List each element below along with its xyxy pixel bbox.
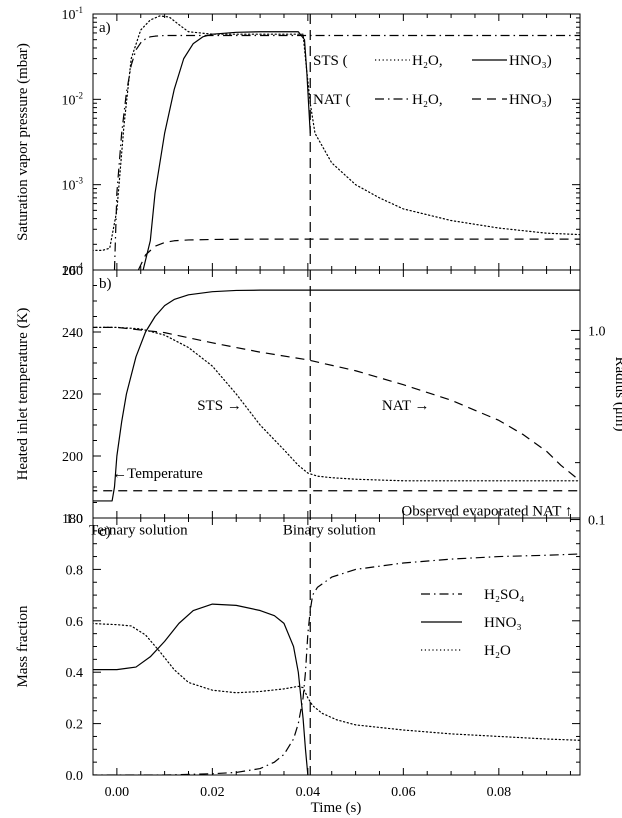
panel-2-series-temperature [93, 289, 580, 502]
annotation: ←Temperature [112, 466, 203, 482]
y-axis-label: Saturation vapor pressure (mbar) [15, 43, 31, 241]
y-right-tick-label: 0.1 [588, 514, 606, 529]
legend-entry-label: HNO₃ [484, 615, 522, 631]
x-tick-label: 0.00 [105, 785, 130, 800]
panel-label: c) [99, 524, 111, 540]
x-tick-label: 0.08 [487, 785, 512, 800]
x-tick-label: 0.02 [200, 785, 225, 800]
annotation: STS → [197, 398, 242, 414]
panel-1-series-dashdot [113, 34, 580, 271]
x-tick-label: 0.04 [296, 785, 321, 800]
panel-2-series-sts [93, 326, 580, 482]
legend-entry-label: H₂O, [412, 53, 443, 69]
legend-entry-label: HNO₃) [509, 53, 552, 69]
annotation: Binary solution [283, 523, 376, 539]
y-tick-label: 0.4 [66, 666, 84, 681]
y-tick-label: 180 [62, 512, 83, 527]
y-axis-label: Mass fraction [15, 605, 31, 688]
y-tick-label: 240 [62, 326, 83, 341]
y-tick-label: 0.2 [66, 718, 84, 733]
y-tick-label: 1.0 [66, 512, 84, 527]
legend-entry-label: HNO₃) [509, 92, 552, 108]
panel-label: a) [99, 20, 111, 36]
panel-1-series-solid [142, 31, 311, 271]
y-tick-label: 0.6 [66, 615, 84, 630]
x-tick-label: 0.06 [391, 785, 416, 800]
legend-group-label: STS ( [313, 53, 348, 69]
y-right-tick-label: 1.0 [588, 324, 606, 339]
y-tick-label: 260 [62, 264, 83, 279]
legend-entry-label: H₂O [484, 643, 511, 659]
x-axis-label: Time (s) [311, 800, 362, 816]
annotation: Ternary solution [89, 523, 188, 539]
panel-1-series-dashed [137, 238, 580, 271]
y-axis-label: Heated inlet temperature (K) [15, 308, 31, 481]
y-tick-label: 220 [62, 388, 83, 403]
panel-label: b) [99, 276, 112, 292]
y-tick-label: 10-3 [62, 176, 84, 194]
panel-1-series-dotted [93, 15, 580, 251]
panel-3-series-h-o [93, 622, 580, 741]
y-tick-label: 0.0 [66, 769, 84, 784]
legend-entry-label: H₂O, [412, 92, 443, 108]
annotation: Observed evaporated NAT ↑ [401, 503, 572, 519]
y-tick-label: 10-1 [62, 5, 84, 23]
panel-2-series-nat [93, 326, 580, 482]
annotation: NAT → [382, 398, 430, 414]
y-tick-label: 10-2 [62, 90, 84, 108]
y-tick-label: 200 [62, 450, 83, 465]
y-right-axis-label: Radius (μm) [612, 356, 622, 431]
y-tick-label: 0.8 [66, 563, 84, 578]
legend-group-label: NAT ( [313, 92, 351, 108]
legend-entry-label: H₂SO₄ [484, 587, 524, 603]
panel-3-series-h-so [93, 553, 580, 775]
panel-3-series-hno [93, 603, 309, 775]
